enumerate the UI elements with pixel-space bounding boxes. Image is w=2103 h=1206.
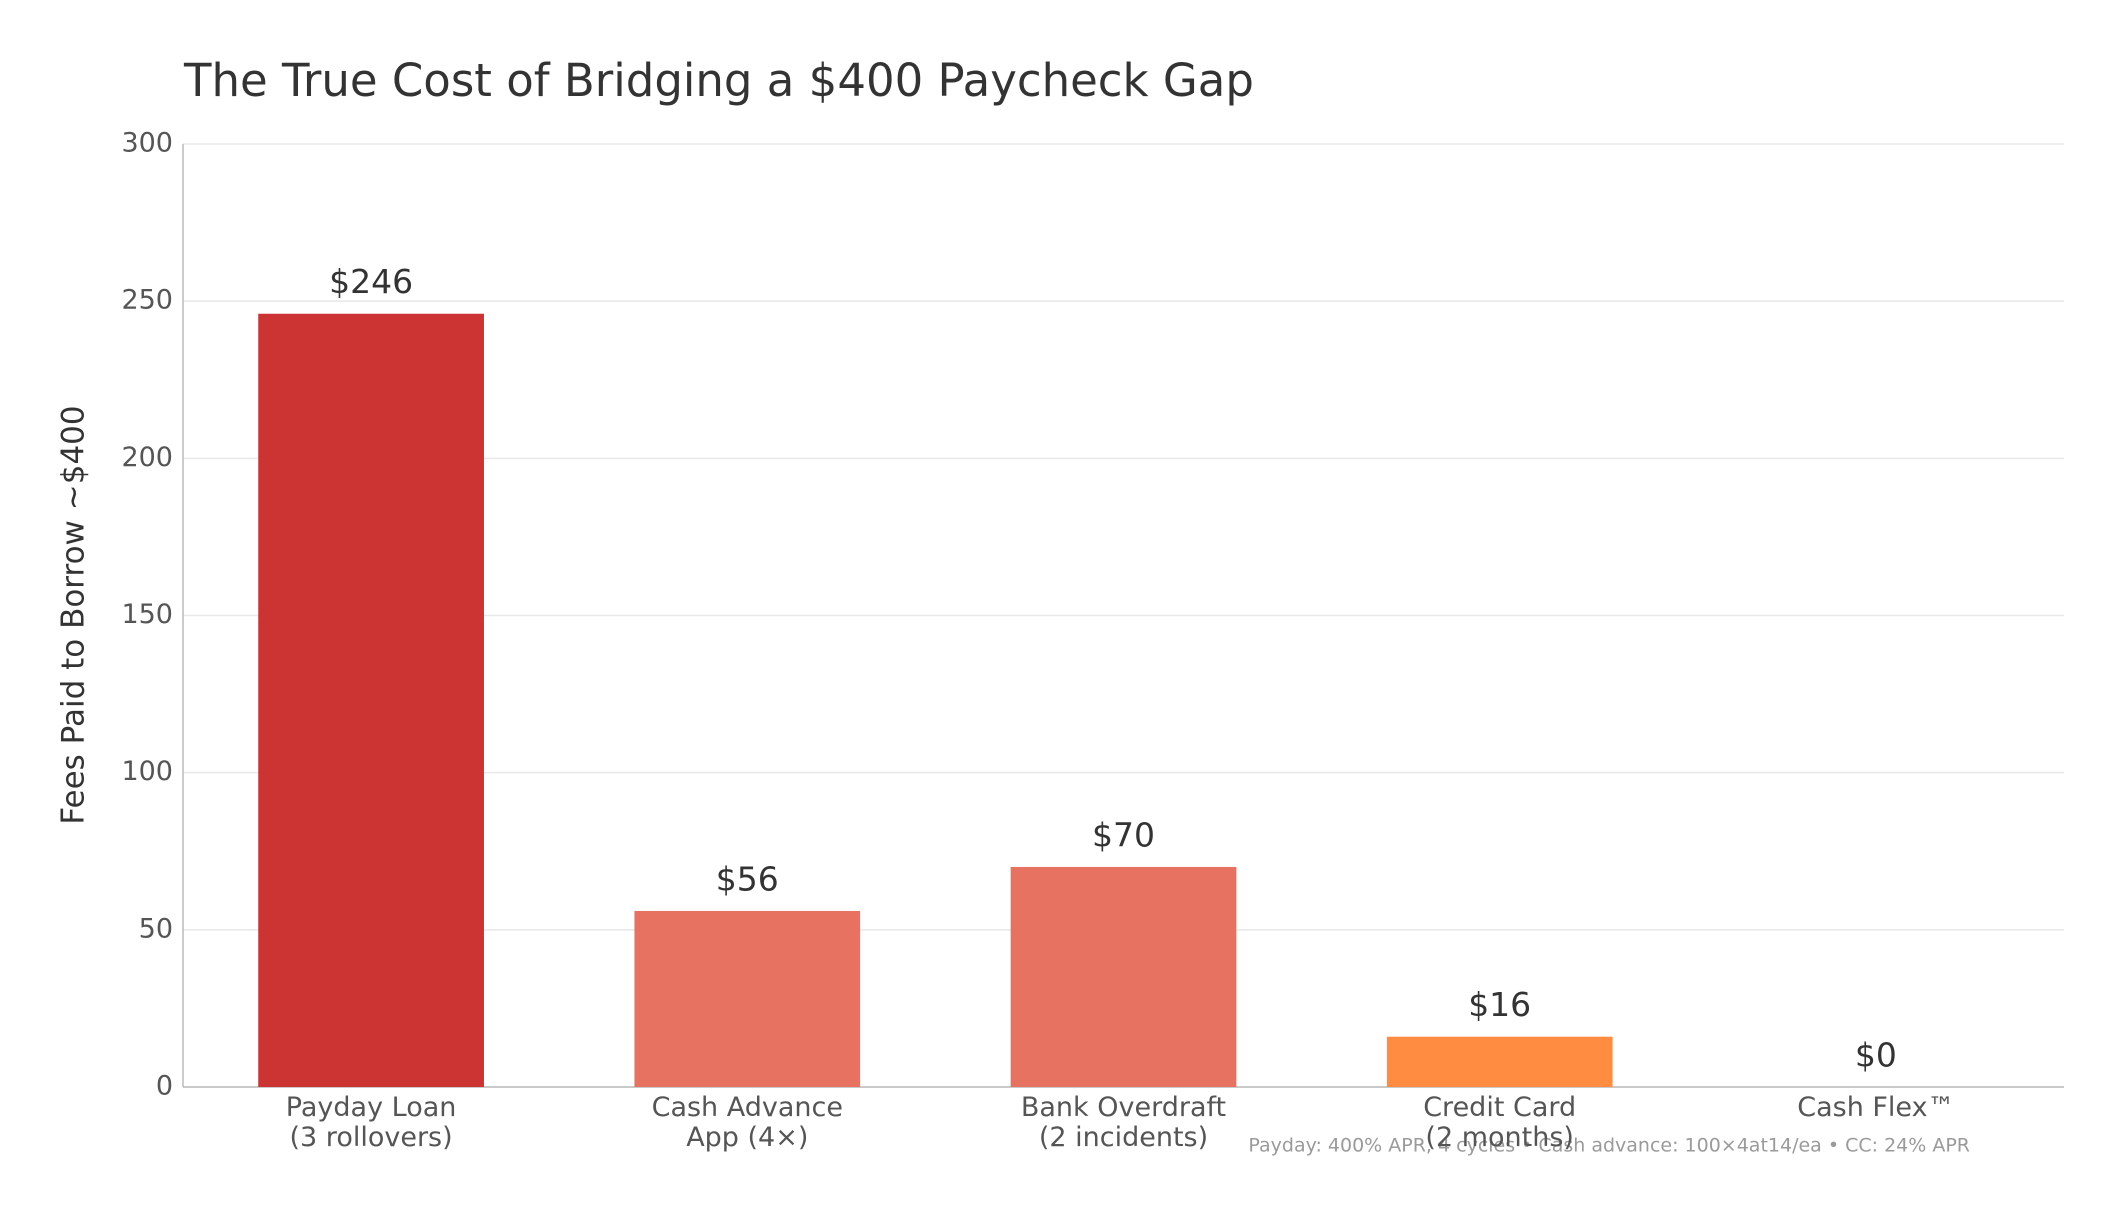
y-tick-label: 100 [121, 756, 173, 787]
y-tick-label: 300 [121, 128, 173, 159]
x-tick-label: Payday Loan (3 rollovers) [285, 1092, 457, 1153]
value-label: $56 [716, 859, 779, 898]
x-tick-label: Bank Overdraft (2 incidents) [1020, 1092, 1227, 1153]
bar [1386, 1036, 1613, 1087]
y-tick-label: 200 [121, 442, 173, 473]
y-tick-label: 50 [139, 913, 173, 944]
footnote: Payday: 400% APR, 4 cycles • Cash advanc… [1248, 1135, 1970, 1157]
value-label: $70 [1092, 815, 1155, 854]
y-axis-label: Fees Paid to Borrow ~$400 [56, 405, 92, 824]
bar [1010, 866, 1237, 1087]
bar [258, 313, 484, 1087]
x-tick-label: Cash Advance App (4×) [651, 1092, 843, 1153]
x-tick-label: Cash Flex™ [1797, 1092, 1955, 1123]
y-tick-label: 250 [121, 285, 173, 316]
value-label: $246 [329, 262, 413, 301]
y-tick-label: 150 [121, 599, 173, 630]
x-tick-label: Credit Card (2 months) [1423, 1092, 1577, 1153]
bar [634, 910, 861, 1087]
y-tick-label: 0 [156, 1071, 173, 1102]
chart-title: The True Cost of Bridging a $400 Paychec… [183, 54, 1254, 107]
value-label: $16 [1468, 985, 1531, 1024]
value-label: $0 [1855, 1036, 1897, 1075]
